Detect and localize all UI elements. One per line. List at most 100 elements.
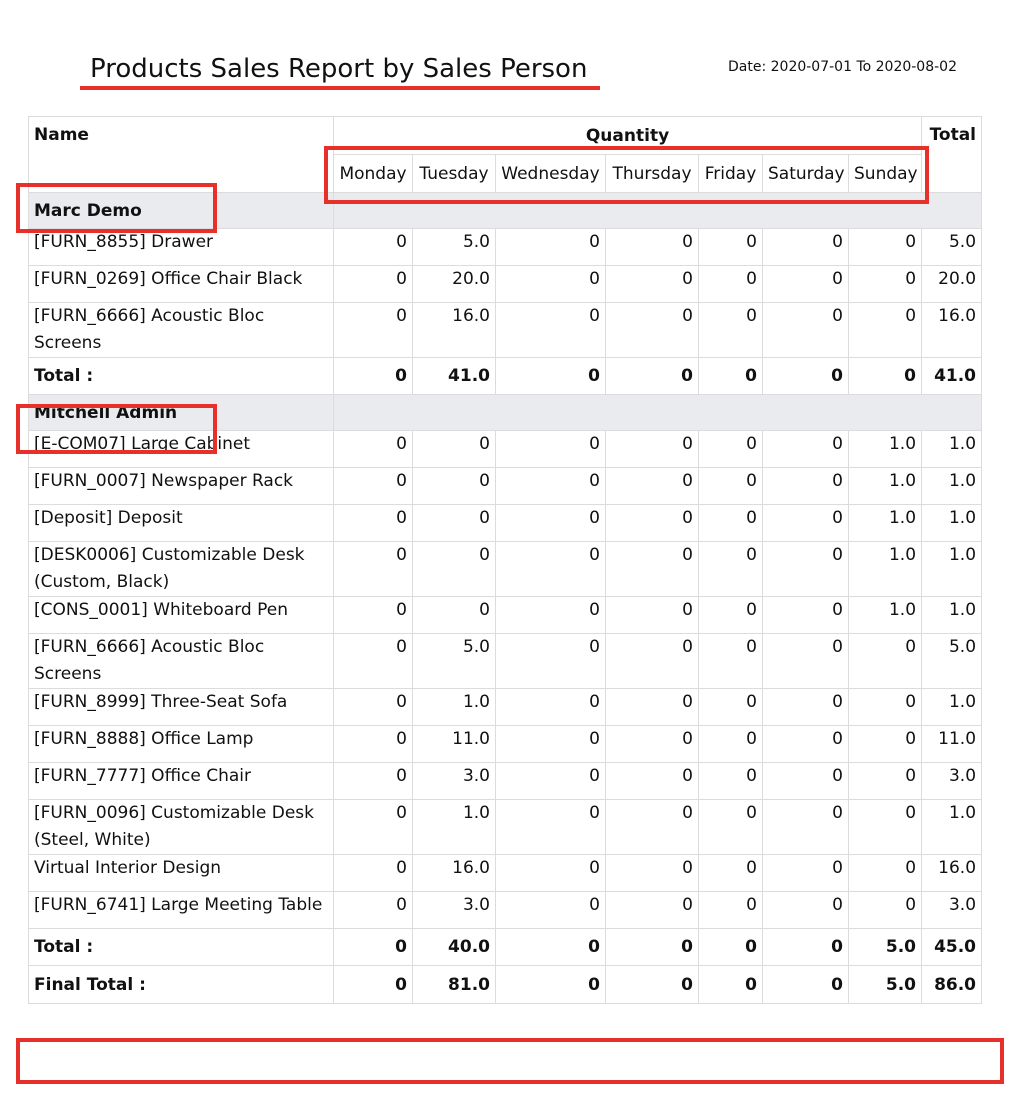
quantity-cell: 0 bbox=[333, 430, 413, 468]
quantity-cell: 0 bbox=[698, 302, 763, 358]
quantity-cell: 0 bbox=[333, 725, 413, 763]
total-label: Total : bbox=[28, 357, 334, 395]
quantity-cell: 5.0 bbox=[921, 228, 983, 266]
total-cell: 0 bbox=[605, 928, 699, 966]
quantity-cell: 0 bbox=[495, 430, 606, 468]
quantity-cell: 0 bbox=[495, 688, 606, 726]
total-cell: 45.0 bbox=[921, 928, 983, 966]
table-row: [FURN_7777] Office Chair 0 3.0 0 0 0 0 0 3.0 bbox=[28, 762, 983, 800]
quantity-cell: 0 bbox=[495, 762, 606, 800]
quantity-cell: 0 bbox=[495, 725, 606, 763]
quantity-cell: 0 bbox=[495, 799, 606, 855]
quantity-cell: 0 bbox=[847, 633, 923, 689]
table-row: [FURN_6666] Acoustic Bloc Screens 0 16.0 0 0… bbox=[28, 302, 983, 358]
table-row: [FURN_0007] Newspaper Rack 0 0 0 0 0 0 1.0 1.0 bbox=[28, 467, 983, 505]
quantity-cell: 0 bbox=[605, 302, 699, 358]
table-row: [FURN_8888] Office Lamp 0 11.0 0 0 0 0 0 11.0 bbox=[28, 725, 983, 763]
quantity-cell: 0 bbox=[495, 467, 606, 505]
quantity-cell: 0 bbox=[698, 891, 763, 929]
quantity-cell: 20.0 bbox=[412, 265, 496, 303]
quantity-cell: 0 bbox=[495, 633, 606, 689]
final-total-cell: 0 bbox=[333, 965, 413, 1004]
header-name: Name bbox=[28, 116, 334, 193]
quantity-cell: 16.0 bbox=[921, 854, 983, 892]
quantity-cell: 1.0 bbox=[847, 504, 923, 542]
final-total-highlight-box bbox=[16, 1038, 1004, 1084]
sales-report-table: Name Quantity Total Monday Tuesday Wednesd… bbox=[28, 116, 983, 1004]
report-date-range: Date: 2020-07-01 To 2020-08-02 bbox=[728, 59, 957, 75]
quantity-cell: 0 bbox=[605, 265, 699, 303]
quantity-cell: 5.0 bbox=[412, 228, 496, 266]
quantity-cell: 0 bbox=[605, 725, 699, 763]
product-name: [FURN_0096] Customizable Desk (Steel, Wh… bbox=[28, 799, 334, 855]
table-row: [FURN_8999] Three-Seat Sofa 0 1.0 0 0 0 0 0 1.0 bbox=[28, 688, 983, 726]
quantity-cell: 0 bbox=[698, 541, 763, 597]
quantity-cell: 1.0 bbox=[921, 596, 983, 634]
quantity-cell: 3.0 bbox=[921, 891, 983, 929]
total-cell: 0 bbox=[495, 357, 606, 395]
quantity-cell: 0 bbox=[698, 430, 763, 468]
quantity-cell: 0 bbox=[762, 541, 849, 597]
group-row-filler bbox=[332, 394, 983, 431]
quantity-cell: 0 bbox=[412, 541, 496, 597]
total-cell: 0 bbox=[333, 357, 413, 395]
quantity-cell: 0 bbox=[762, 854, 849, 892]
quantity-cell: 0 bbox=[698, 854, 763, 892]
quantity-cell: 1.0 bbox=[921, 467, 983, 505]
product-name: [Deposit] Deposit bbox=[28, 504, 334, 542]
final-total-cell: 0 bbox=[495, 965, 606, 1004]
quantity-cell: 0 bbox=[847, 762, 923, 800]
quantity-cell: 0 bbox=[847, 854, 923, 892]
header-quantity: Quantity bbox=[332, 116, 923, 155]
quantity-cell: 0 bbox=[605, 762, 699, 800]
quantity-cell: 0 bbox=[698, 504, 763, 542]
final-total-cell: 5.0 bbox=[847, 965, 923, 1004]
quantity-cell: 1.0 bbox=[847, 467, 923, 505]
quantity-cell: 1.0 bbox=[921, 504, 983, 542]
quantity-cell: 0 bbox=[495, 596, 606, 634]
quantity-cell: 0 bbox=[762, 799, 849, 855]
quantity-cell: 0 bbox=[762, 228, 849, 266]
quantity-cell: 0 bbox=[847, 688, 923, 726]
quantity-cell: 0 bbox=[605, 596, 699, 634]
quantity-cell: 16.0 bbox=[921, 302, 983, 358]
quantity-cell: 0 bbox=[495, 302, 606, 358]
total-cell: 0 bbox=[762, 928, 849, 966]
final-total-cell: 86.0 bbox=[921, 965, 983, 1004]
total-cell: 0 bbox=[698, 928, 763, 966]
quantity-cell: 1.0 bbox=[412, 799, 496, 855]
product-name: [FURN_6666] Acoustic Bloc Screens bbox=[28, 302, 334, 358]
header-day-friday: Friday bbox=[698, 154, 763, 193]
group-total-row: Total :0 41.0 0 0 0 0 0 41.0 bbox=[28, 357, 983, 395]
table-row: [E-COM07] Large Cabinet 0 0 0 0 0 0 1.0 1.0 bbox=[28, 430, 983, 468]
quantity-cell: 0 bbox=[333, 799, 413, 855]
quantity-cell: 16.0 bbox=[412, 854, 496, 892]
table-row: Virtual Interior Design 0 16.0 0 0 0 0 0 16.0 bbox=[28, 854, 983, 892]
header-day-monday: Monday bbox=[333, 154, 413, 193]
table-row: [FURN_0269] Office Chair Black 0 20.0 0 0 0 0 0… bbox=[28, 265, 983, 303]
product-name: [FURN_6741] Large Meeting Table bbox=[28, 891, 334, 929]
quantity-cell: 0 bbox=[762, 891, 849, 929]
quantity-cell: 0 bbox=[698, 725, 763, 763]
quantity-cell: 0 bbox=[762, 762, 849, 800]
quantity-cell: 11.0 bbox=[921, 725, 983, 763]
header-day-saturday: Saturday bbox=[762, 154, 849, 193]
quantity-cell: 1.0 bbox=[847, 596, 923, 634]
quantity-cell: 0 bbox=[847, 725, 923, 763]
quantity-cell: 0 bbox=[495, 541, 606, 597]
report-title: Products Sales Report by Sales Person bbox=[90, 54, 588, 84]
quantity-cell: 20.0 bbox=[921, 265, 983, 303]
quantity-cell: 0 bbox=[698, 762, 763, 800]
salesperson-group-row: Mitchell Admin bbox=[28, 394, 983, 431]
quantity-cell: 3.0 bbox=[412, 891, 496, 929]
total-cell: 5.0 bbox=[847, 928, 923, 966]
header-day-tuesday: Tuesday bbox=[412, 154, 496, 193]
total-label: Total : bbox=[28, 928, 334, 966]
quantity-cell: 0 bbox=[698, 265, 763, 303]
final-total-cell: 81.0 bbox=[412, 965, 496, 1004]
header-day-thursday: Thursday bbox=[605, 154, 699, 193]
quantity-cell: 0 bbox=[605, 891, 699, 929]
final-total-label: Final Total : bbox=[28, 965, 334, 1004]
quantity-cell: 0 bbox=[333, 467, 413, 505]
salesperson-name: Marc Demo bbox=[28, 192, 334, 229]
